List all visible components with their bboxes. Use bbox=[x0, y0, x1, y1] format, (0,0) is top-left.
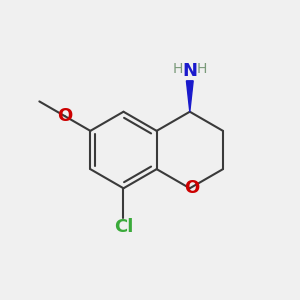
Text: Cl: Cl bbox=[114, 218, 133, 236]
Text: O: O bbox=[57, 107, 73, 125]
Text: H: H bbox=[172, 62, 183, 76]
Text: N: N bbox=[182, 62, 197, 80]
Text: H: H bbox=[197, 62, 207, 76]
Polygon shape bbox=[186, 81, 193, 112]
Text: O: O bbox=[184, 179, 200, 197]
